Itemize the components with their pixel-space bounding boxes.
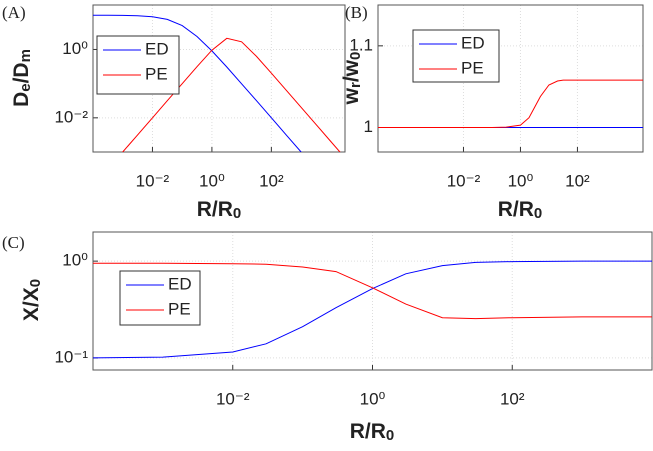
legend-label: PE [145, 64, 168, 83]
axes-frame [92, 231, 653, 371]
panel-label: (A) [2, 3, 26, 22]
subscript: r [347, 82, 364, 88]
label-part: w [340, 87, 363, 105]
x-axis-label: R/R0 [197, 198, 242, 223]
legend-label: PE [461, 58, 484, 77]
panel-label: (B) [345, 3, 368, 22]
y-tick-label: 1.1 [349, 35, 373, 54]
legend-box [96, 35, 180, 95]
legend-label: PE [168, 299, 191, 318]
y-tick-label: 10⁻² [54, 107, 88, 126]
subscript: 0 [27, 279, 44, 287]
y-tick-label: 10⁻¹ [54, 347, 88, 366]
subscript: 0 [347, 52, 364, 60]
series-line [378, 79, 643, 128]
x-tick-label: 10² [500, 389, 525, 408]
label-part: R/R [350, 420, 386, 443]
label-part: X/X [20, 287, 43, 321]
x-tick-label: 10⁻² [136, 171, 170, 190]
axes-frame [377, 4, 644, 153]
label-part: R/R [197, 198, 233, 221]
subscript: e [17, 83, 34, 91]
legend-box [119, 270, 201, 326]
panel: 10⁻² 10⁰ 10² 10⁻² 10⁰ ED PE (A) R/R0 De/Dm [2, 3, 346, 223]
x-axis-label: R/R0 [498, 198, 543, 223]
panel-label: (C) [2, 233, 25, 252]
legend-label: ED [168, 274, 192, 293]
subscript: m [17, 49, 34, 62]
x-tick-label: 10⁻² [447, 171, 481, 190]
axes-frame [92, 4, 346, 153]
legend-label: ED [461, 33, 485, 52]
label-part: /w [340, 59, 363, 82]
subscript: 0 [386, 427, 394, 444]
label-part: /D [10, 62, 33, 83]
y-tick-label: 10⁰ [62, 251, 88, 270]
y-tick-label: 1 [364, 117, 373, 136]
y-axis-label: X/X0 [20, 279, 45, 321]
label-part: R/R [498, 198, 534, 221]
series-line [93, 14, 302, 152]
x-tick-label: 10⁰ [199, 171, 225, 190]
legend-label: ED [145, 39, 169, 58]
subscript: 0 [233, 205, 241, 222]
series-line [122, 37, 341, 152]
x-tick-label: 10⁰ [360, 389, 386, 408]
label-part: D [10, 92, 33, 107]
x-tick-label: 10⁻² [216, 389, 250, 408]
y-axis-label: De/Dm [10, 49, 35, 107]
legend-box [412, 29, 500, 83]
x-tick-label: 10⁰ [508, 171, 534, 190]
y-axis-label: wr/w0 [340, 52, 365, 106]
series-line [93, 262, 652, 320]
x-tick-label: 10² [565, 171, 590, 190]
subscript: 0 [534, 205, 542, 222]
x-tick-label: 10² [259, 171, 284, 190]
x-axis-label: R/R0 [350, 420, 395, 445]
y-tick-label: 10⁰ [62, 39, 88, 58]
series-line [93, 260, 652, 359]
